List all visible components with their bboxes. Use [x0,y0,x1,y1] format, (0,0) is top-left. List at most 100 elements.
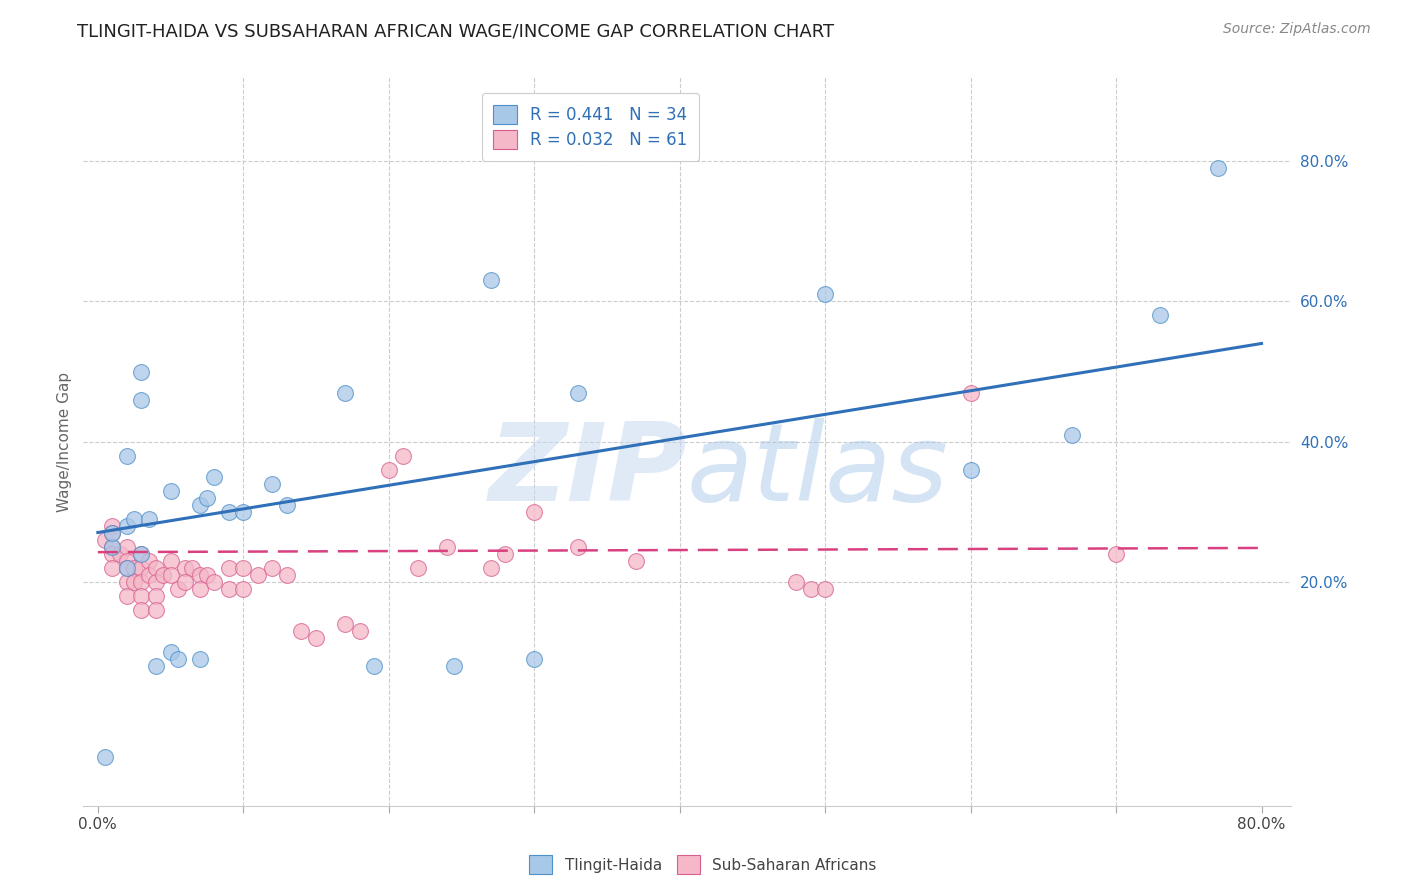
Point [115,560,138,574]
Text: atlas: atlas [688,418,949,523]
Point [785,574,807,589]
Point [131,392,153,407]
Point [131,547,153,561]
Point [814,582,837,596]
Text: TLINGIT-HAIDA VS SUBSAHARAN AFRICAN WAGE/INCOME GAP CORRELATION CHART: TLINGIT-HAIDA VS SUBSAHARAN AFRICAN WAGE… [77,22,834,40]
Point [101,547,124,561]
Point [131,589,153,603]
Point [101,560,124,574]
Point [479,273,502,287]
Point [406,560,429,574]
Point [1105,547,1128,561]
Point [115,540,138,554]
Point [202,469,225,483]
Point [122,574,145,589]
Point [145,589,167,603]
Point [115,589,138,603]
Point [195,567,218,582]
Point [188,567,211,582]
Point [624,553,647,567]
Point [131,364,153,378]
Point [523,504,546,518]
Text: ZIP: ZIP [488,417,688,524]
Point [276,498,298,512]
Point [174,560,197,574]
Legend: R = 0.441   N = 34, R = 0.032   N = 61: R = 0.441 N = 34, R = 0.032 N = 61 [482,93,699,161]
Point [333,616,356,631]
Point [152,567,174,582]
Point [262,476,284,491]
Point [145,574,167,589]
Point [218,504,240,518]
Point [138,511,160,525]
Point [166,582,188,596]
Point [101,540,124,554]
Point [232,504,254,518]
Point [479,560,502,574]
Point [377,462,399,476]
Point [101,518,124,533]
Point [523,651,546,665]
Point [159,553,181,567]
Point [232,560,254,574]
Point [138,567,160,582]
Point [101,525,124,540]
Point [159,483,181,498]
Point [959,385,981,400]
Point [1149,309,1171,323]
Legend: Tlingit-Haida, Sub-Saharan Africans: Tlingit-Haida, Sub-Saharan Africans [523,849,883,880]
Point [814,287,837,301]
Point [218,560,240,574]
Point [122,511,145,525]
Point [567,385,589,400]
Point [94,533,117,547]
Point [131,547,153,561]
Point [159,644,181,658]
Point [202,574,225,589]
Point [115,560,138,574]
Point [232,582,254,596]
Point [800,582,823,596]
Point [392,449,415,463]
Point [115,449,138,463]
Point [101,525,124,540]
Point [115,518,138,533]
Point [131,602,153,616]
Point [174,574,197,589]
Point [145,560,167,574]
Point [290,624,312,638]
Point [567,540,589,554]
Point [94,749,117,764]
Point [436,540,458,554]
Point [181,560,204,574]
Point [959,462,981,476]
Point [443,658,465,673]
Point [246,567,269,582]
Point [145,658,167,673]
Point [159,567,181,582]
Point [276,567,298,582]
Point [108,547,131,561]
Point [138,553,160,567]
Point [131,574,153,589]
Point [188,498,211,512]
Point [305,631,328,645]
Point [145,602,167,616]
Point [101,540,124,554]
Point [188,651,211,665]
Point [131,560,153,574]
Y-axis label: Wage/Income Gap: Wage/Income Gap [58,371,72,512]
Point [494,547,516,561]
Point [363,658,385,673]
Point [218,582,240,596]
Point [115,574,138,589]
Point [188,582,211,596]
Point [349,624,371,638]
Point [122,560,145,574]
Text: Source: ZipAtlas.com: Source: ZipAtlas.com [1223,22,1371,37]
Point [1062,427,1084,442]
Point [262,560,284,574]
Point [195,491,218,505]
Point [1206,161,1229,176]
Point [115,553,138,567]
